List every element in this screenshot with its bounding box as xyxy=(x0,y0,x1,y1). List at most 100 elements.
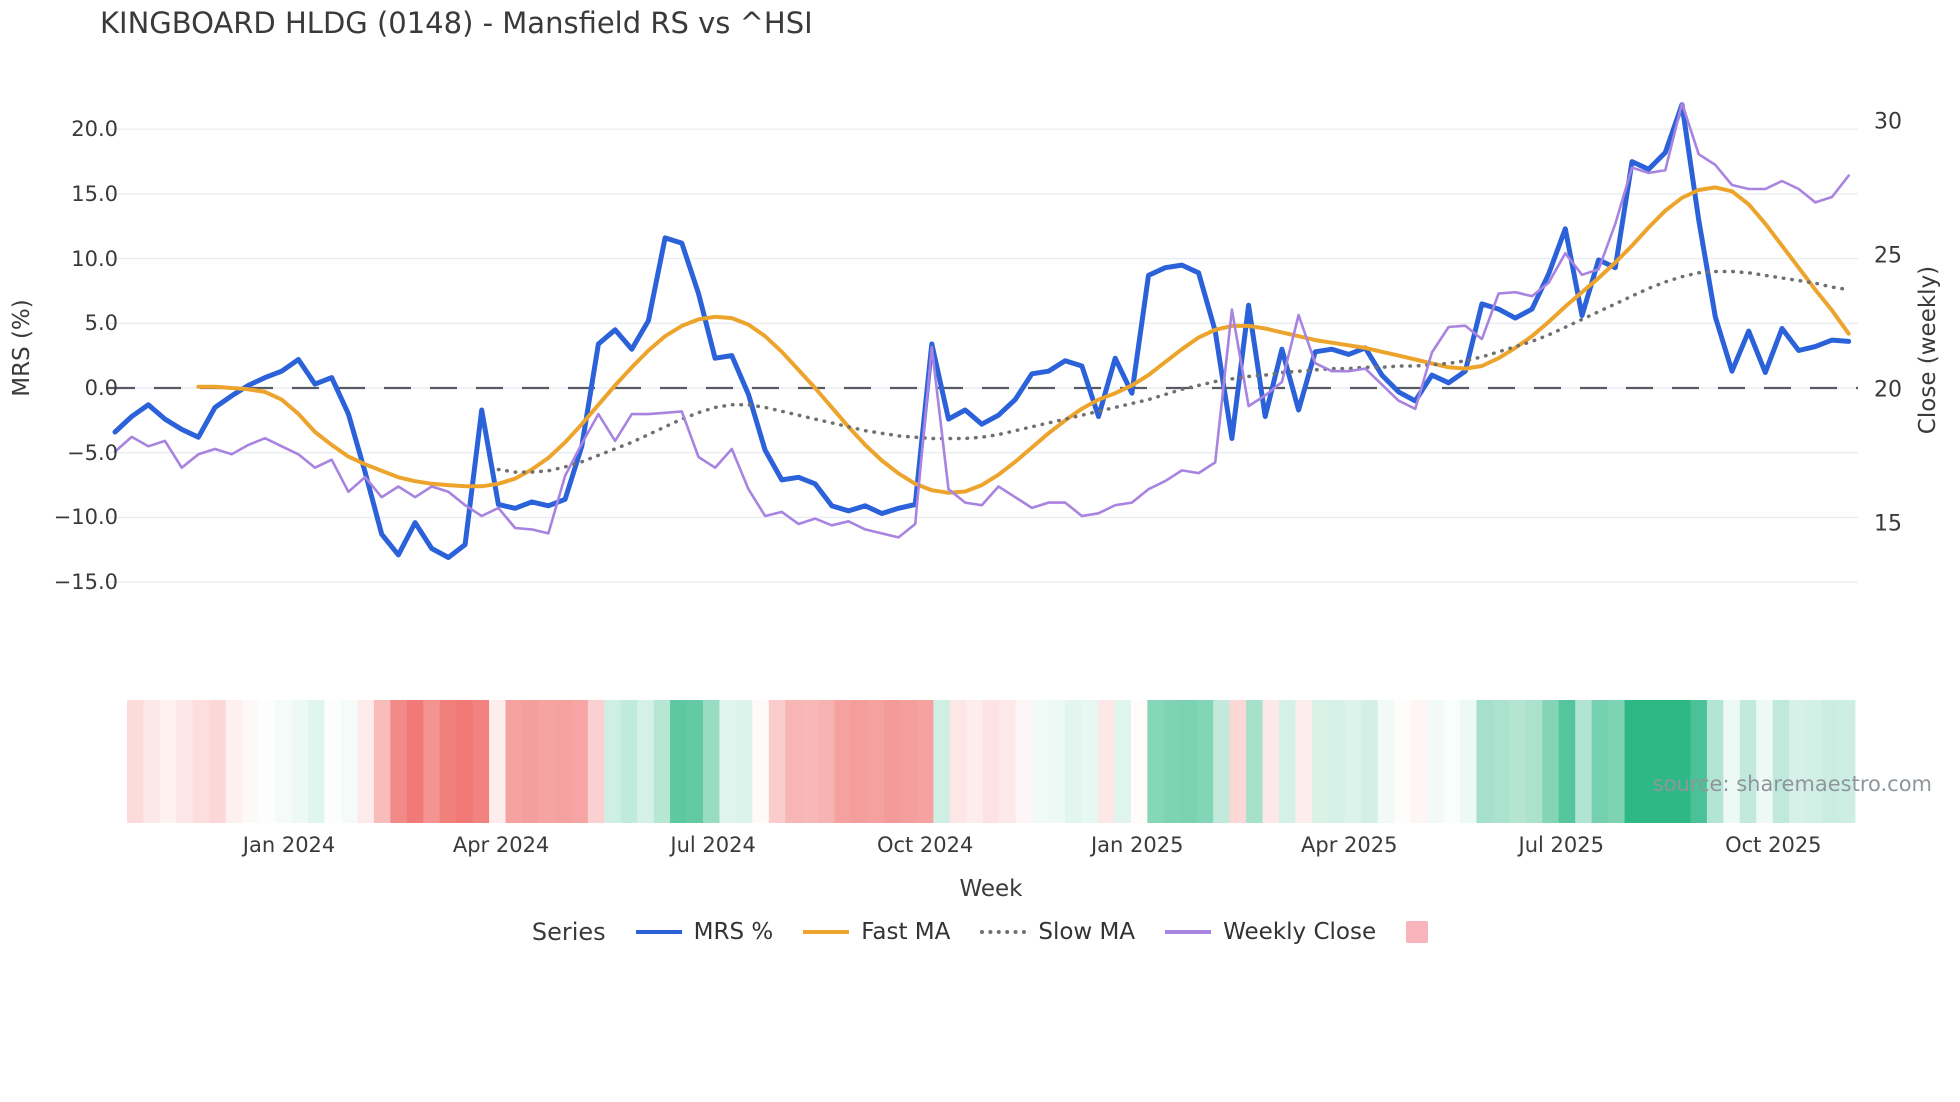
heatmap-cell xyxy=(1394,700,1412,823)
x-tick-label: Jan 2025 xyxy=(1090,833,1184,857)
heatmap-cell xyxy=(900,700,918,823)
heatmap-cell xyxy=(1295,700,1313,823)
heatmap-cell xyxy=(1015,700,1033,823)
heatmap-cell xyxy=(999,700,1017,823)
heatmap-cell xyxy=(1460,700,1477,823)
heatmap-cell xyxy=(1641,700,1658,823)
heatmap-cell xyxy=(1427,700,1444,823)
heatmap-cell xyxy=(587,700,605,823)
legend-item-fast-ma: Fast MA xyxy=(803,919,950,945)
heatmap-cell xyxy=(1065,700,1082,823)
heatmap-cell xyxy=(1410,700,1428,823)
heatmap-cell xyxy=(472,700,490,823)
legend-line-swatch xyxy=(1165,930,1212,934)
source-note: source: sharemaestro.com xyxy=(1652,772,1932,796)
legend-line-swatch xyxy=(980,930,1027,934)
y-right-axis-title: Close (weekly) xyxy=(1915,265,1941,435)
heatmap-cell xyxy=(1476,700,1494,823)
heatmap-cell xyxy=(159,700,177,823)
heatmap-cell xyxy=(242,700,260,823)
heatmap-cell xyxy=(834,700,852,823)
heatmap-cell xyxy=(554,700,572,823)
x-axis-title: Week xyxy=(959,876,1023,902)
legend-line-swatch xyxy=(803,930,850,934)
y-left-tick-label: −10.0 xyxy=(53,505,118,530)
heatmap-cell xyxy=(1097,700,1115,823)
heatmap-cell xyxy=(884,700,901,823)
y-left-tick-label: −15.0 xyxy=(53,570,118,595)
heatmap-cell xyxy=(1213,700,1231,823)
heatmap-cell xyxy=(686,700,704,823)
heatmap-cell xyxy=(1805,700,1823,823)
heatmap-cell xyxy=(752,700,770,823)
y-left-axis-title: MRS (%) xyxy=(9,299,35,397)
heatmap-cell xyxy=(1608,700,1625,823)
heatmap-cell xyxy=(916,700,934,823)
heatmap-cell xyxy=(1822,700,1839,823)
x-tick-label: Jul 2024 xyxy=(670,833,756,857)
heatmap-cell xyxy=(127,700,144,823)
legend-item-label: Weekly Close xyxy=(1223,919,1377,945)
heatmap-cell xyxy=(1032,700,1049,823)
x-tick-label: Oct 2024 xyxy=(876,833,974,857)
heatmap-cell xyxy=(1706,700,1724,823)
heatmap-cell xyxy=(1344,700,1362,823)
heatmap-cell xyxy=(423,700,441,823)
heatmap-cell xyxy=(1048,700,1066,823)
heatmap-cell xyxy=(1328,700,1346,823)
heatmap-cell xyxy=(143,700,161,823)
heatmap-cell xyxy=(1591,700,1609,823)
heatmap-cell xyxy=(192,700,210,823)
heatmap-cell xyxy=(801,700,819,823)
heatmap-cell xyxy=(340,700,358,823)
heatmap-cell xyxy=(209,700,227,823)
heatmap-cell xyxy=(1492,700,1510,823)
heatmap-cell xyxy=(1525,700,1543,823)
heatmap-cell xyxy=(653,700,671,823)
legend-line-swatch xyxy=(635,930,682,934)
heatmap-cell xyxy=(308,700,325,823)
heatmap-cell xyxy=(1114,700,1132,823)
legend-item-label: Slow MA xyxy=(1038,919,1136,945)
series-line-mrs- xyxy=(112,102,1852,560)
heatmap-cell xyxy=(1196,700,1214,823)
y-left-tick-label: 5.0 xyxy=(84,311,118,336)
heatmap-cell xyxy=(439,700,457,823)
legend-item-slow-ma: Slow MA xyxy=(980,919,1135,945)
heatmap-cell xyxy=(1443,700,1461,823)
y-right-tick-label: 20 xyxy=(1874,377,1902,403)
heatmap-cell xyxy=(1311,700,1329,823)
legend-item-label: MRS % xyxy=(693,919,774,945)
heatmap-cell xyxy=(949,700,967,823)
heatmap-cell xyxy=(1081,700,1099,823)
heatmap-cell xyxy=(670,700,687,823)
heatmap-cell xyxy=(1278,700,1296,823)
heatmap-cell xyxy=(867,700,885,823)
heatmap-cell xyxy=(456,700,473,823)
heatmap-cell xyxy=(818,700,836,823)
y-left-tick-label: 0.0 xyxy=(84,376,118,400)
y-right-tick-label: 25 xyxy=(1874,243,1902,269)
x-tick-label: Oct 2025 xyxy=(1725,833,1822,857)
heatmap-cell xyxy=(571,700,589,823)
series-line-weekly-close xyxy=(113,101,1850,539)
heatmap-cell xyxy=(1180,700,1198,823)
heatmap-cell xyxy=(1772,700,1790,823)
y-left-tick-label: −5.0 xyxy=(67,440,118,465)
heatmap-cell xyxy=(1509,700,1527,823)
heatmap-cell xyxy=(1558,700,1576,823)
heatmap-cell xyxy=(1229,700,1247,823)
heatmap-cell xyxy=(1163,700,1181,823)
heatmap-cell xyxy=(489,700,506,823)
heatmap-cell xyxy=(620,700,638,823)
heatmap-cell xyxy=(291,700,309,823)
heatmap-cell xyxy=(1361,700,1379,823)
heatmap-cell xyxy=(1377,700,1395,823)
legend-item-heatmap xyxy=(1406,921,1429,943)
heatmap-cell xyxy=(933,700,951,823)
x-tick-label: Apr 2025 xyxy=(1301,833,1398,857)
heatmap-cell xyxy=(357,700,375,823)
heatmap-cell xyxy=(702,700,720,823)
